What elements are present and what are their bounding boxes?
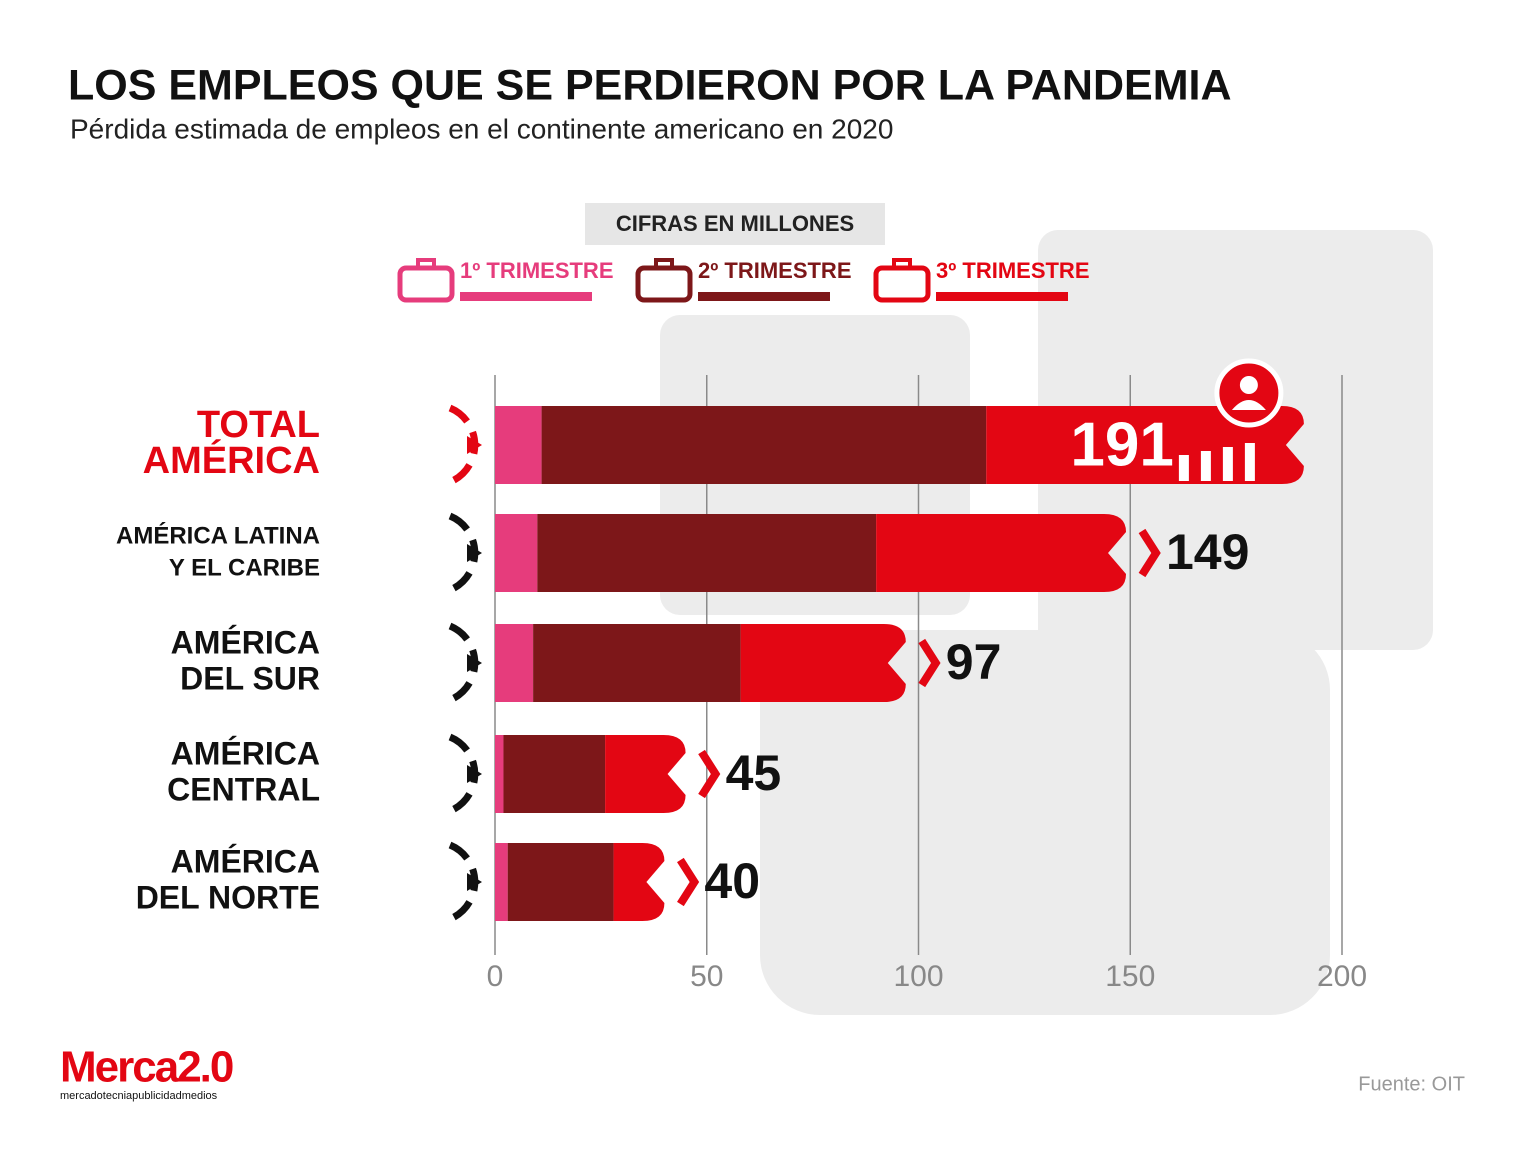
total-label: 149 bbox=[1166, 524, 1249, 580]
legend-label: 1º TRIMESTRE bbox=[460, 258, 614, 283]
legend-label: 3º TRIMESTRE bbox=[936, 258, 1090, 283]
bar-segment bbox=[541, 406, 987, 484]
total-chevron bbox=[677, 857, 700, 907]
total-label: 191 bbox=[1070, 410, 1173, 479]
x-tick-label: 50 bbox=[690, 960, 723, 993]
legend-icon-handle bbox=[416, 258, 436, 270]
icon-head bbox=[1239, 376, 1258, 394]
total-chevron bbox=[1138, 528, 1161, 578]
icon-body bbox=[1231, 400, 1266, 410]
category-label: AMÉRICA bbox=[171, 843, 320, 879]
legend-title: CIFRAS EN MILLONES bbox=[616, 211, 854, 236]
category-label: DEL NORTE bbox=[136, 879, 320, 915]
bar-segment bbox=[495, 514, 538, 592]
bar-segment bbox=[495, 735, 504, 813]
legend-underline bbox=[460, 292, 592, 301]
row-arrow-head bbox=[467, 765, 482, 783]
total-label: 40 bbox=[704, 853, 760, 909]
legend-icon-handle bbox=[654, 258, 674, 270]
bar-segment bbox=[503, 735, 606, 813]
x-tick-label: 150 bbox=[1105, 960, 1155, 993]
icon-bar bbox=[1244, 443, 1255, 481]
legend-title-box bbox=[585, 203, 885, 245]
category-label: CENTRAL bbox=[167, 771, 320, 807]
bar-segment bbox=[537, 514, 877, 592]
total-label: 45 bbox=[726, 745, 782, 801]
row-arrow-head bbox=[467, 873, 482, 891]
chart-title: LOS EMPLEOS QUE SE PERDIERON POR LA PAND… bbox=[68, 61, 1232, 109]
legend-icon bbox=[635, 265, 693, 303]
total-chevron bbox=[918, 638, 941, 688]
bar-segment bbox=[495, 843, 508, 921]
category-label: AMÉRICA bbox=[143, 438, 320, 482]
bar-segment bbox=[613, 843, 665, 921]
category-label: DEL SUR bbox=[180, 660, 320, 696]
chart-subtitle: Pérdida estimada de empleos en el contin… bbox=[70, 113, 893, 144]
x-tick-label: 0 bbox=[487, 960, 504, 993]
category-label: AMÉRICA LATINA bbox=[116, 521, 320, 549]
icon-bar bbox=[1178, 455, 1189, 481]
category-label: AMÉRICA bbox=[171, 624, 320, 660]
bar-segment bbox=[876, 514, 1127, 592]
icon-bar bbox=[1222, 447, 1233, 481]
background-icons bbox=[660, 230, 1433, 1015]
category-label: TOTAL bbox=[197, 404, 320, 446]
category-label: Y EL CARIBE bbox=[169, 554, 320, 581]
legend-label: 2º TRIMESTRE bbox=[698, 258, 852, 283]
logo-tagline: mercadotecniapublicidadmedios bbox=[60, 1090, 218, 1102]
legend-underline bbox=[936, 292, 1068, 301]
row-arrow-head bbox=[467, 654, 482, 672]
bar-segment bbox=[495, 406, 542, 484]
legend-icon bbox=[397, 265, 455, 303]
legend-icon bbox=[873, 265, 931, 303]
legend-icon-handle bbox=[892, 258, 912, 270]
total-chevron bbox=[698, 749, 721, 799]
bar-segment bbox=[740, 624, 906, 702]
row-arrow-head bbox=[467, 436, 482, 454]
icon-bar bbox=[1200, 451, 1211, 481]
logo: Merca2.0 bbox=[60, 1043, 233, 1092]
x-tick-label: 200 bbox=[1317, 960, 1367, 993]
x-tick-label: 100 bbox=[893, 960, 943, 993]
total-label: 97 bbox=[946, 634, 1002, 690]
category-label: AMÉRICA bbox=[171, 735, 320, 771]
bar-segment bbox=[495, 624, 534, 702]
source: Fuente: OIT bbox=[1358, 1073, 1465, 1095]
bar-segment bbox=[605, 735, 686, 813]
row-arrow-head bbox=[467, 544, 482, 562]
bar-segment bbox=[533, 624, 741, 702]
bar-segment bbox=[507, 843, 614, 921]
legend-underline bbox=[698, 292, 830, 301]
